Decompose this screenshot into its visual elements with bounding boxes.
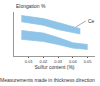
svg-text:Sulfur content (%): Sulfur content (%): [34, 64, 74, 70]
svg-text:0.01: 0.01: [25, 59, 34, 64]
svg-text:Measurements made in thickness: Measurements made in thickness direction: [0, 77, 95, 83]
svg-text:0.04: 0.04: [69, 59, 78, 64]
svg-text:0.03: 0.03: [54, 59, 63, 64]
svg-text:Ce: Ce: [88, 18, 95, 24]
svg-text:0.02: 0.02: [40, 59, 49, 64]
svg-text:Elongation %: Elongation %: [16, 3, 46, 9]
svg-text:0.05: 0.05: [84, 59, 93, 64]
